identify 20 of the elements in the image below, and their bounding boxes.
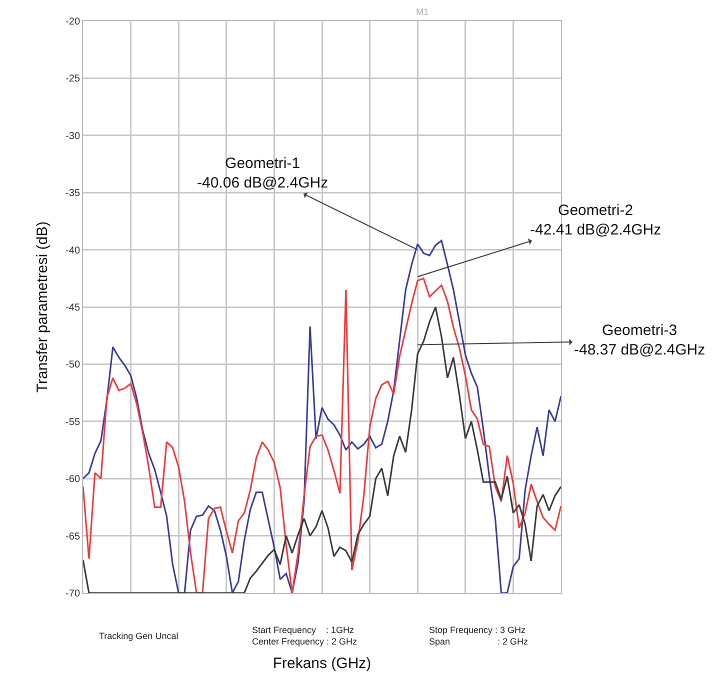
text: M1 [416, 7, 429, 17]
y-tick-label: -35 [66, 188, 80, 200]
y-tick-label: -40 [66, 245, 80, 256]
x-axis-title: Frekans (GHz) [272, 655, 372, 672]
text: Geometri-3 -48.37 dB@2.4GHz [574, 322, 706, 358]
annotation: Geometri-1 -40.06 dB@2.4GHz [197, 155, 328, 192]
text: Start Frequency : 1GHz Center Frequency : 2 GHz [252, 625, 358, 647]
y-tick-label: -70 [66, 588, 80, 600]
y-tick-label: -60 [66, 474, 80, 486]
y-tick-label: -20 [66, 16, 80, 28]
y-tick-label: -45 [66, 302, 80, 314]
y-tick-label: -65 [66, 531, 80, 542]
y-tick-label: -25 [66, 74, 80, 85]
y-tick-label: -50 [66, 360, 80, 371]
y-tick-label: -55 [66, 416, 80, 428]
text: Tracking Gen Uncal [99, 631, 178, 641]
annotation: Geometri-2 -42.41 dB@2.4GHz [530, 202, 662, 238]
y-axis-title: Transfer parametresi (dB) [34, 221, 51, 393]
y-tick-label: -30 [66, 130, 80, 142]
text: Stop Frequency : 3 GHz Span : 2 GHz [429, 625, 529, 647]
